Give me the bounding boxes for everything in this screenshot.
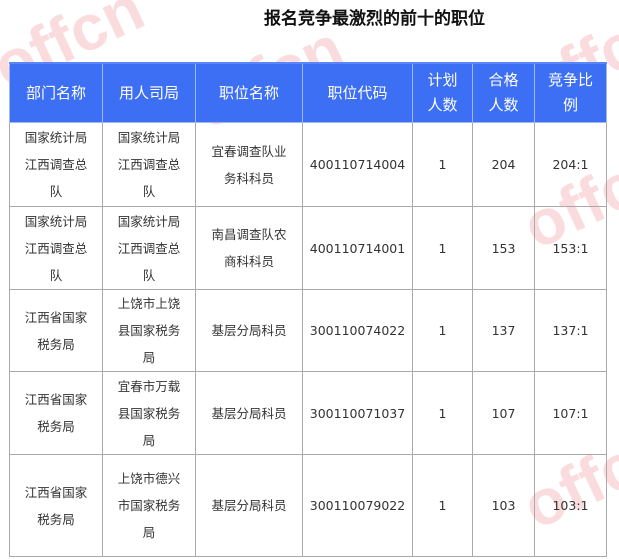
cell-bureau: 国家统计局江西调查总队 <box>102 122 196 207</box>
cell-position: 宜春调查队业务科科员 <box>195 122 303 207</box>
cell-plan: 1 <box>412 371 473 455</box>
positions-table: 部门名称 用人司局 职位名称 职位代码 计划人数 合格人数 竞争比例 国家统计局江西调查总队… <box>9 62 607 557</box>
table-row: 国家统计局江西调查总队 国家统计局江西调查总队 宜春调查队业务科科员 40011071… <box>9 122 607 207</box>
cell-plan: 1 <box>412 122 473 207</box>
cell-position: 基层分局科员 <box>195 454 303 557</box>
cell-ratio: 107:1 <box>534 371 607 455</box>
cell-code: 300110071037 <box>302 371 413 455</box>
table-row: 江西省国家税务局 宜春市万载县国家税务局 基层分局科员 300110071037 1 10… <box>9 371 607 455</box>
cell-bureau: 上饶市德兴市国家税务局 <box>102 454 196 557</box>
cell-ratio: 204:1 <box>534 122 607 207</box>
header-bureau: 用人司局 <box>102 62 196 123</box>
header-code: 职位代码 <box>302 62 413 123</box>
cell-plan: 1 <box>412 289 473 372</box>
cell-bureau: 宜春市万载县国家税务局 <box>102 371 196 455</box>
table-row: 江西省国家税务局 上饶市上饶县国家税务局 基层分局科员 300110074022 1 13… <box>9 289 607 372</box>
cell-code: 400110714001 <box>302 206 413 290</box>
header-position: 职位名称 <box>195 62 303 123</box>
header-row: 部门名称 用人司局 职位名称 职位代码 计划人数 合格人数 竞争比例 <box>9 62 607 123</box>
cell-qualified: 103 <box>472 454 535 557</box>
table-row: 江西省国家税务局 上饶市德兴市国家税务局 基层分局科员 300110079022 1 10… <box>9 454 607 557</box>
cell-position: 基层分局科员 <box>195 289 303 372</box>
cell-dept: 江西省国家税务局 <box>9 454 103 557</box>
cell-qualified: 153 <box>472 206 535 290</box>
cell-bureau: 国家统计局江西调查总队 <box>102 206 196 290</box>
cell-ratio: 103:1 <box>534 454 607 557</box>
cell-bureau: 上饶市上饶县国家税务局 <box>102 289 196 372</box>
header-qualified: 合格人数 <box>472 62 535 123</box>
table-row: 国家统计局江西调查总队 国家统计局江西调查总队 南昌调查队农商科科员 40011071… <box>9 206 607 290</box>
cell-plan: 1 <box>412 454 473 557</box>
cell-position: 南昌调查队农商科科员 <box>195 206 303 290</box>
cell-code: 300110079022 <box>302 454 413 557</box>
cell-qualified: 137 <box>472 289 535 372</box>
cell-ratio: 153:1 <box>534 206 607 290</box>
cell-code: 400110714004 <box>302 122 413 207</box>
cell-plan: 1 <box>412 206 473 290</box>
header-ratio: 竞争比例 <box>534 62 607 123</box>
cell-dept: 江西省国家税务局 <box>9 289 103 372</box>
cell-dept: 江西省国家税务局 <box>9 371 103 455</box>
cell-ratio: 137:1 <box>534 289 607 372</box>
header-plan: 计划人数 <box>412 62 473 123</box>
cell-position: 基层分局科员 <box>195 371 303 455</box>
page-title: 报名竞争最激烈的前十的职位 <box>264 9 485 29</box>
cell-dept: 国家统计局江西调查总队 <box>9 206 103 290</box>
cell-code: 300110074022 <box>302 289 413 372</box>
cell-dept: 国家统计局江西调查总队 <box>9 122 103 207</box>
cell-qualified: 107 <box>472 371 535 455</box>
cell-qualified: 204 <box>472 122 535 207</box>
header-dept: 部门名称 <box>9 62 103 123</box>
